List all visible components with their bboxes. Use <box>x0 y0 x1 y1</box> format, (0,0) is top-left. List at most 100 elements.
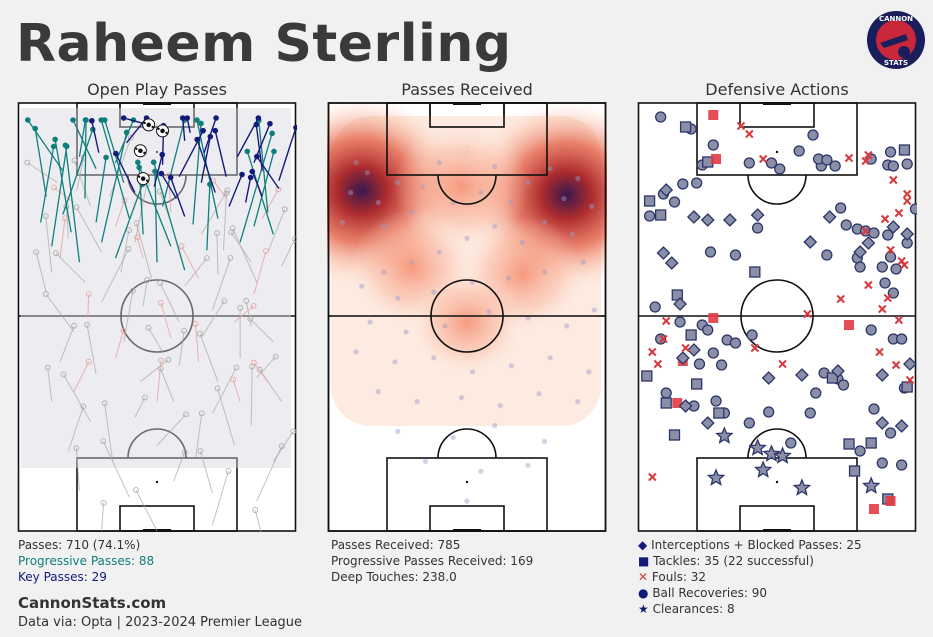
tackle-marker <box>848 465 861 477</box>
foul-marker <box>902 196 912 206</box>
progressive-pass-end <box>271 148 277 155</box>
progressive-pass-end <box>123 129 130 136</box>
clearance-marker <box>792 478 812 496</box>
received-point <box>442 323 448 329</box>
legend-item-ball-recoveries: ● Ball Recoveries: 90 <box>638 585 767 601</box>
interception-marker <box>673 297 687 311</box>
completed-pass-end <box>203 255 210 262</box>
interception-marker <box>886 220 901 234</box>
failed-pass-end <box>178 243 185 250</box>
received-point <box>409 259 415 265</box>
received-point <box>575 399 581 405</box>
foul-marker <box>653 359 663 369</box>
received-point <box>492 223 498 230</box>
interception-marker <box>761 371 776 385</box>
completed-pass-line <box>45 293 75 333</box>
failed-pass-end <box>250 359 257 366</box>
ball-recovery-marker <box>909 203 917 215</box>
tackle-marker <box>679 121 692 133</box>
key-pass-line <box>91 120 100 153</box>
clearance-marker <box>861 476 881 494</box>
stat-key-passes: Key Passes: 29 <box>18 570 107 584</box>
completed-pass-line <box>86 324 97 374</box>
ball-recovery-marker <box>895 459 908 471</box>
completed-pass-line <box>148 327 163 353</box>
foul-marker <box>894 315 904 325</box>
ball-recovery-marker <box>854 445 866 457</box>
ball-recovery-marker <box>693 358 706 370</box>
completed-pass-end <box>71 157 78 164</box>
received-point <box>586 369 592 375</box>
received-point <box>564 323 570 329</box>
ball-icon <box>136 172 150 186</box>
ball-recovery-marker <box>835 202 847 214</box>
foul-marker <box>878 304 887 314</box>
foul-marker <box>902 189 912 199</box>
cannon-icon <box>880 34 911 58</box>
completed-pass-line <box>254 509 262 532</box>
progressive-pass-end <box>150 159 157 166</box>
foul-marker <box>894 208 904 218</box>
square-icon: ■ <box>638 554 650 568</box>
ball-recovery-marker <box>807 129 819 141</box>
failed-tackle-marker <box>672 398 683 408</box>
completed-pass-line <box>104 403 114 462</box>
legend-label: Ball Recoveries: 90 <box>652 586 768 600</box>
key-pass-line <box>253 123 271 163</box>
completed-pass-line <box>267 209 286 253</box>
progressive-pass-line <box>95 157 107 223</box>
failed-pass-line <box>212 180 227 199</box>
centre-circle <box>740 279 814 353</box>
received-point <box>536 391 542 397</box>
ball-recovery-marker <box>743 157 755 169</box>
key-pass-line <box>200 136 212 183</box>
ball-recovery-marker <box>765 157 778 169</box>
ball-recovery-marker <box>868 227 880 239</box>
completed-pass-end <box>33 249 40 256</box>
failed-tackle-marker <box>868 504 879 514</box>
failed-pass-end <box>134 234 141 241</box>
ball-recovery-marker <box>876 261 888 273</box>
ball-recovery-marker <box>704 246 717 258</box>
interception-marker <box>875 416 890 430</box>
tackle-marker <box>641 370 653 382</box>
completed-pass-end <box>214 385 221 392</box>
key-pass-end <box>253 121 260 128</box>
tackle-marker <box>826 372 839 384</box>
key-pass-end <box>158 170 165 177</box>
completed-pass-end <box>42 291 49 297</box>
progressive-pass-end <box>103 154 109 161</box>
foul-marker <box>778 359 787 369</box>
legend-label: Clearances: 8 <box>652 602 735 616</box>
completed-pass-line <box>134 184 148 243</box>
progressive-pass-line <box>154 171 158 263</box>
foul-marker <box>648 347 657 357</box>
received-point <box>392 359 398 365</box>
completed-pass-end <box>229 225 236 232</box>
failed-pass-end <box>250 303 257 309</box>
completed-pass-line <box>245 300 252 327</box>
received-point <box>464 498 470 504</box>
key-pass-end <box>184 115 191 121</box>
foul-marker <box>758 154 768 164</box>
key-pass-end <box>200 127 206 134</box>
completed-pass-line <box>76 157 85 191</box>
completed-pass-line <box>135 489 158 532</box>
top-penalty-spot <box>775 150 779 154</box>
ball-recovery-marker <box>895 333 908 345</box>
completed-pass-end <box>100 500 107 506</box>
failed-pass-end <box>51 184 57 191</box>
logo-bottom-text: STATS <box>884 59 908 67</box>
ball-recovery-marker <box>821 154 833 166</box>
interception-marker <box>795 368 809 382</box>
key-pass-line <box>178 130 204 177</box>
completed-pass-line <box>102 440 130 498</box>
completed-pass-end <box>133 487 139 493</box>
player-name-title: Raheem Sterling <box>16 14 512 74</box>
completed-pass-end <box>243 298 250 304</box>
ball-recovery-marker <box>829 160 841 172</box>
ball-recovery-marker <box>643 210 656 222</box>
completed-pass-end <box>223 190 230 197</box>
key-pass-end <box>293 124 297 131</box>
completed-pass-line <box>195 413 203 458</box>
